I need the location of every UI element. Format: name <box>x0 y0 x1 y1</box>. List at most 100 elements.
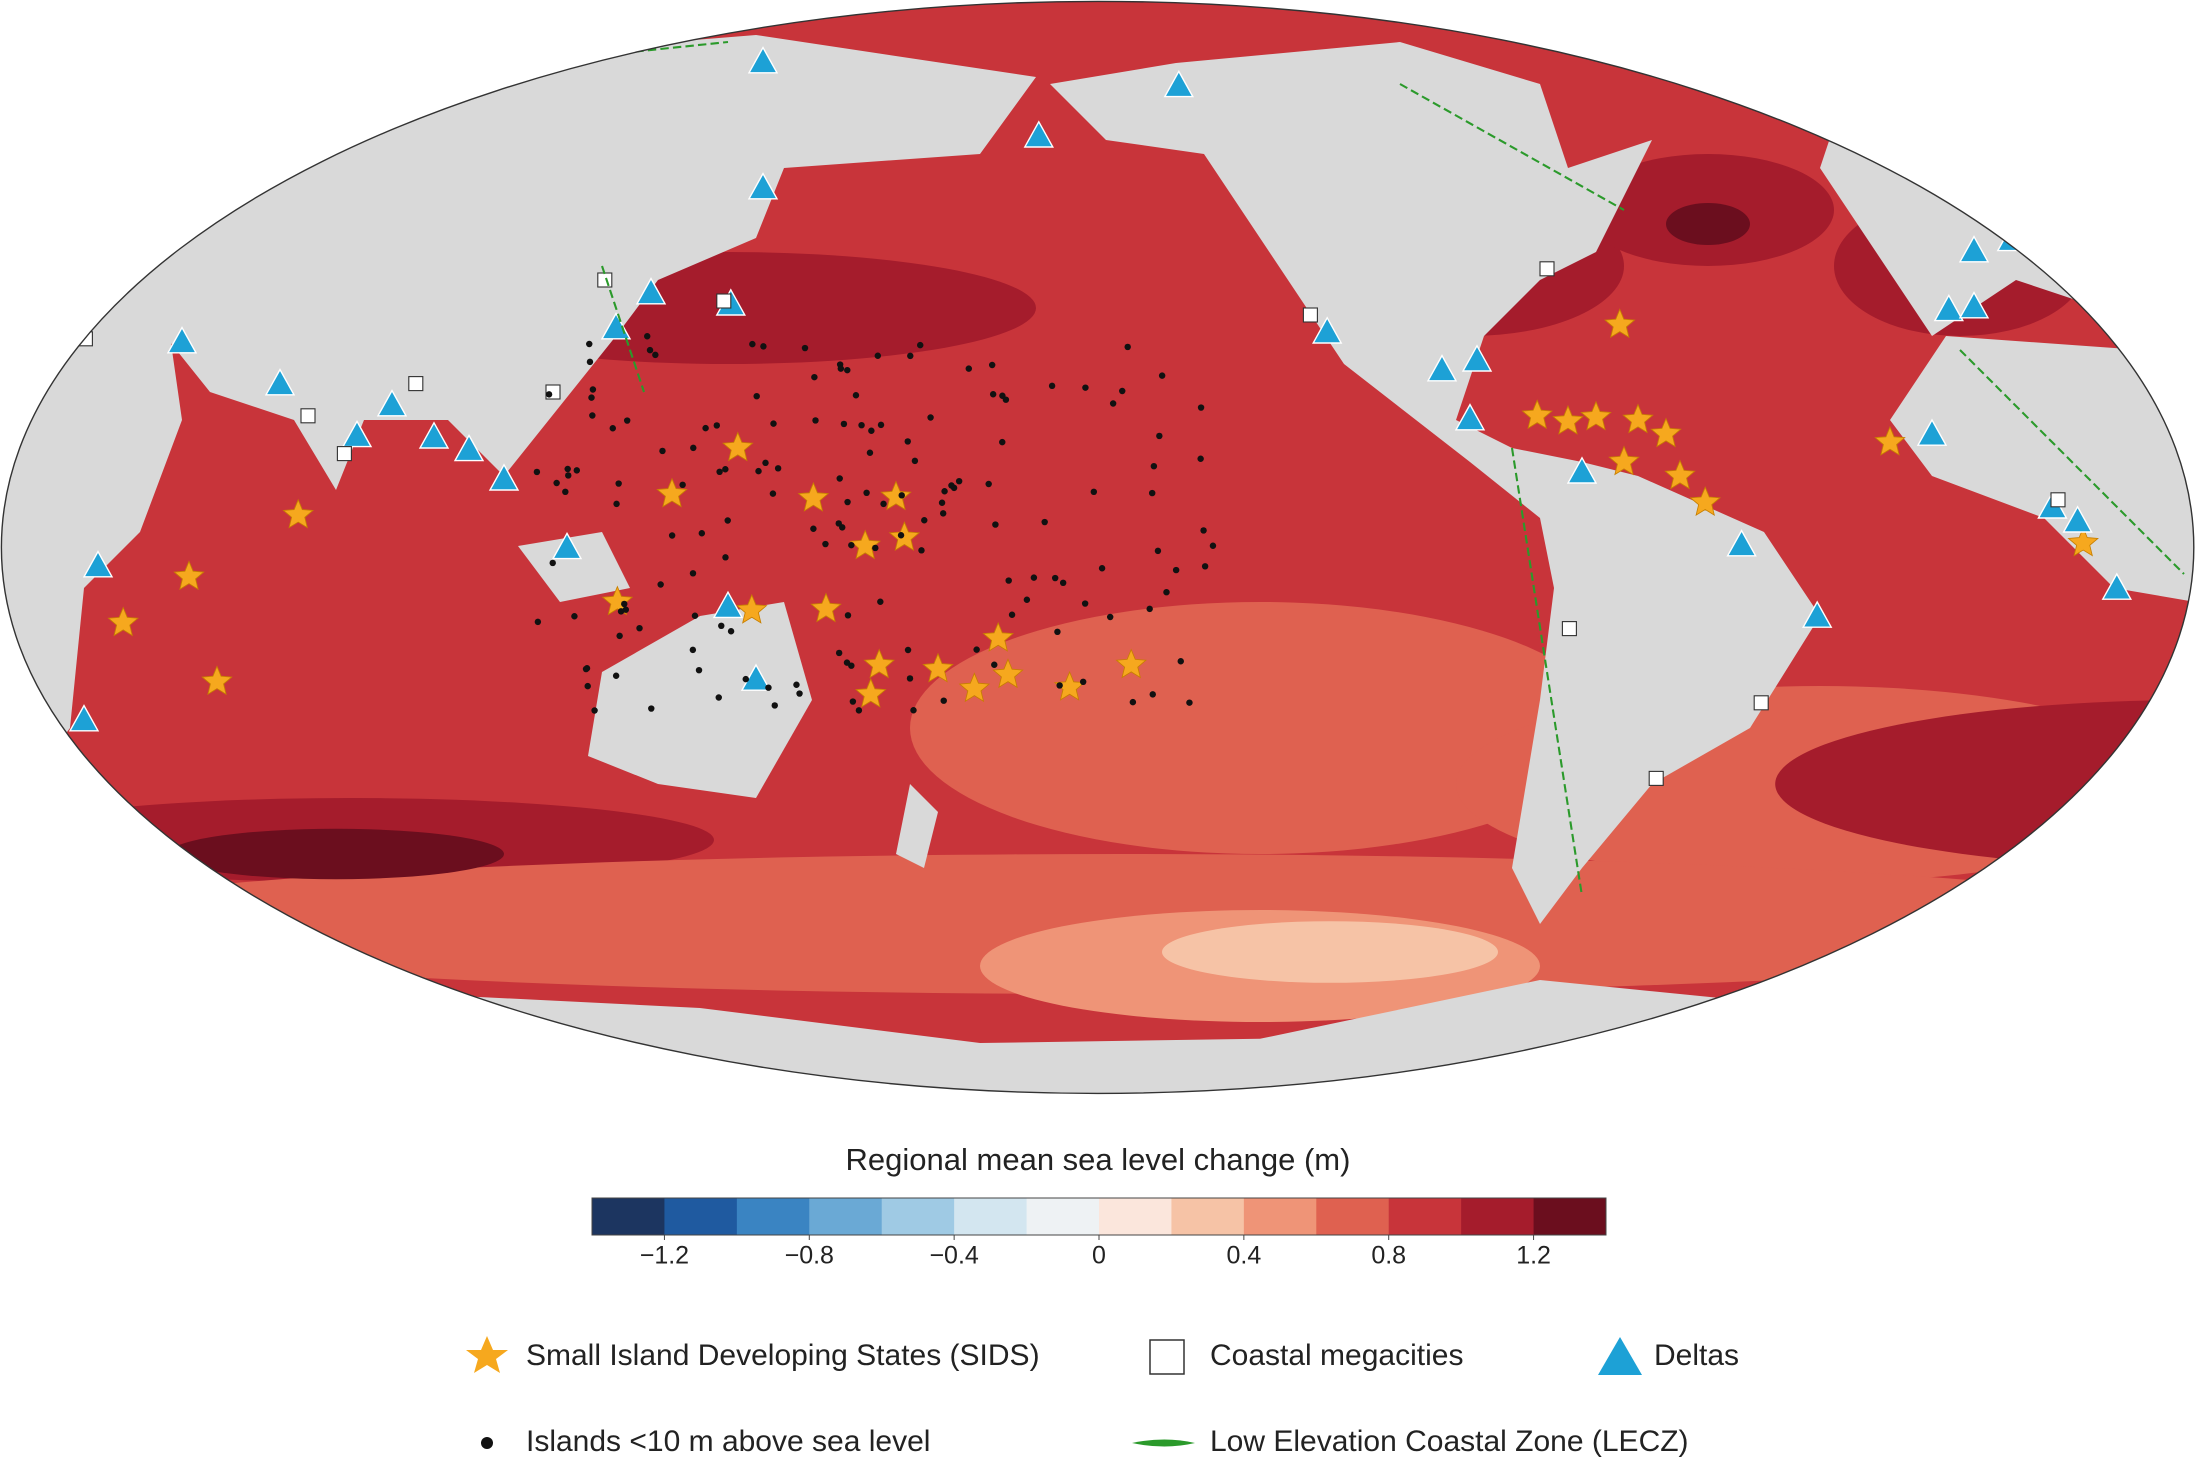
island-marker <box>616 632 623 640</box>
delta-marker <box>635 277 667 305</box>
island-marker <box>1149 691 1156 698</box>
island-marker <box>1056 682 1063 689</box>
island-marker <box>771 702 778 709</box>
lecz-line <box>601 265 645 393</box>
island-marker <box>1158 372 1166 379</box>
map <box>0 0 2195 1095</box>
lecz-line <box>1399 83 1625 211</box>
island-marker <box>1119 387 1126 395</box>
island-marker <box>1197 455 1204 463</box>
delta-marker <box>1163 69 1194 98</box>
colorbar-tick-label: 0.8 <box>1371 1242 1406 1270</box>
legend-label: Low Elevation Coastal Zone (LECZ) <box>1210 1425 1689 1458</box>
island-marker <box>985 480 992 488</box>
delta-marker <box>1958 291 1990 319</box>
island-marker <box>565 472 572 479</box>
island-marker <box>742 675 749 683</box>
island-marker <box>898 492 905 499</box>
megacity-marker <box>408 376 424 392</box>
island-marker <box>718 622 725 630</box>
island-marker <box>584 682 591 690</box>
delta-marker <box>747 46 779 74</box>
delta-marker <box>124 228 156 256</box>
island-marker <box>622 606 630 613</box>
island-marker <box>992 521 999 528</box>
island-marker <box>582 665 590 673</box>
island-marker <box>1059 579 1067 587</box>
island-marker <box>1163 588 1170 596</box>
island-marker <box>1150 462 1158 470</box>
sids-marker <box>1874 425 1906 456</box>
delta-marker <box>488 463 520 491</box>
colorbar-bin <box>736 1198 810 1235</box>
colorbar-tick-label: 1.2 <box>1516 1242 1551 1270</box>
delta-marker <box>68 704 100 732</box>
island-marker <box>1186 699 1193 706</box>
island-marker <box>1154 547 1162 555</box>
island-marker <box>939 510 947 517</box>
island-marker <box>715 694 722 701</box>
island-marker <box>849 698 857 705</box>
ocean-shade <box>910 602 1610 854</box>
island-marker <box>727 628 735 635</box>
delta-marker <box>1916 418 1948 446</box>
delta-marker <box>1023 120 1054 148</box>
island-marker <box>659 447 666 455</box>
sids-marker <box>922 652 954 683</box>
island-marker <box>1200 527 1207 534</box>
delta-marker <box>2101 572 2132 600</box>
island-marker <box>591 707 598 714</box>
island-marker <box>534 618 542 626</box>
island-marker <box>989 391 997 398</box>
island-marker <box>1082 384 1089 391</box>
megacity-marker <box>2050 492 2066 508</box>
sids-marker <box>982 621 1014 652</box>
ocean-shade <box>1162 921 1498 983</box>
colorbar-tick-label: −0.4 <box>929 1242 978 1270</box>
delta-marker <box>453 433 485 462</box>
colorbar-bin <box>1026 1198 1100 1235</box>
island-marker <box>769 490 777 497</box>
sids-marker <box>958 672 991 703</box>
island-marker <box>679 481 686 489</box>
ocean-shade <box>1775 699 2194 868</box>
island-marker <box>549 559 556 567</box>
island-marker <box>553 479 560 487</box>
delta-marker <box>1426 354 1458 382</box>
island-marker <box>657 581 664 588</box>
megacity-marker <box>1561 621 1577 637</box>
sids-marker <box>810 592 842 623</box>
sids-marker <box>1689 486 1721 516</box>
island-marker <box>1129 698 1137 706</box>
sids-marker <box>656 477 688 508</box>
island-marker <box>796 690 803 697</box>
island-marker <box>1156 432 1163 440</box>
island-marker <box>698 530 706 537</box>
island-marker <box>918 547 925 554</box>
island-marker <box>722 554 729 561</box>
legend-label: Small Island Developing States (SIDS) <box>526 1339 1040 1372</box>
island-marker <box>1023 596 1031 603</box>
sids-marker <box>1622 403 1654 434</box>
delta-marker <box>1965 160 1997 189</box>
island-marker <box>613 500 620 508</box>
island-marker <box>910 707 917 714</box>
island-marker <box>874 352 882 359</box>
island-marker <box>668 532 676 539</box>
colorbar-bin <box>1461 1198 1535 1235</box>
sids-marker <box>1115 648 1147 679</box>
colorbar-bin <box>664 1198 738 1235</box>
legend-label: Deltas <box>1654 1339 1739 1372</box>
sids-marker <box>2067 526 2099 557</box>
island-marker <box>724 517 731 524</box>
sids-marker <box>1650 417 1682 448</box>
colorbar-bin <box>1243 1198 1317 1235</box>
island-marker <box>844 612 852 619</box>
island-marker <box>623 417 631 424</box>
delta-marker <box>1802 600 1833 628</box>
sids-marker <box>1608 445 1640 476</box>
sids-marker <box>1580 400 1612 431</box>
island-marker <box>621 600 628 608</box>
island-marker <box>835 520 842 527</box>
